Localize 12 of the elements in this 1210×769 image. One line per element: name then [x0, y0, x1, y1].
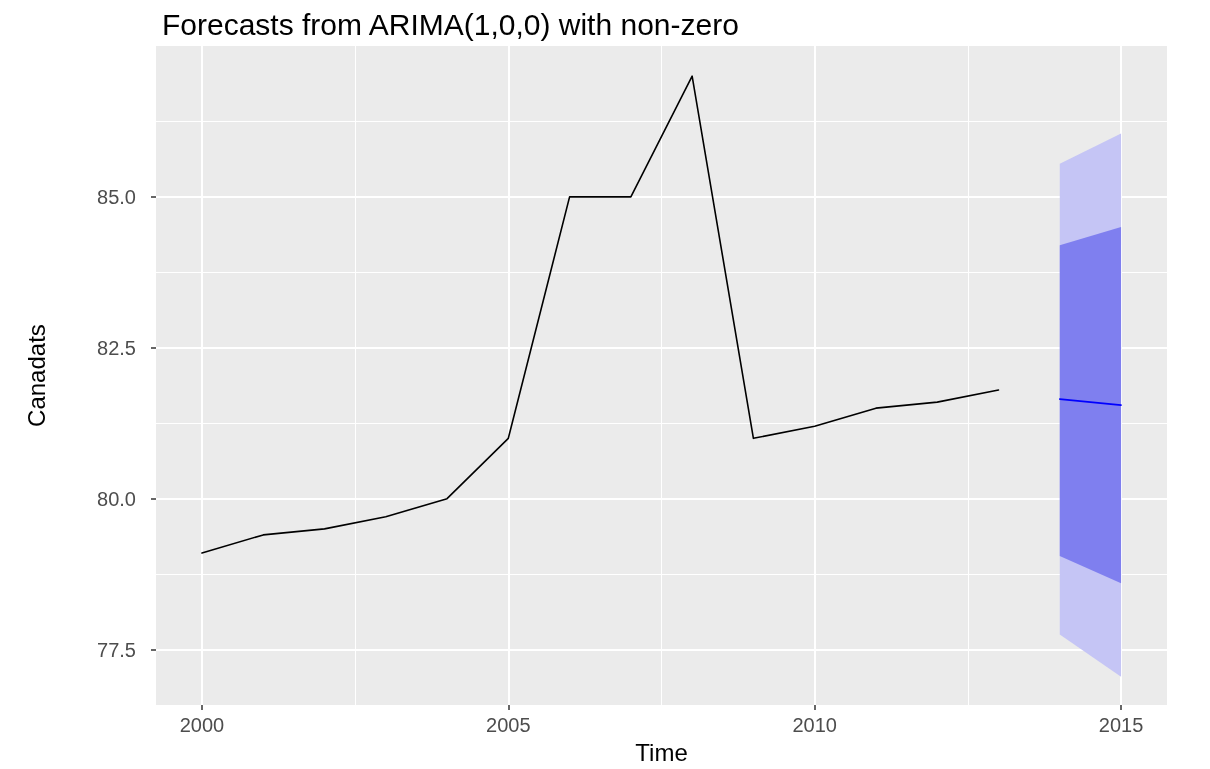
y-tick-label: 85.0	[97, 185, 136, 208]
x-tick-label: 2010	[792, 714, 837, 737]
x-tick-label: 2015	[1098, 714, 1144, 737]
x-tick-label: 2005	[486, 714, 531, 737]
y-tick-label: 80.0	[97, 487, 136, 510]
x-axis-title: Time	[635, 738, 688, 766]
chart-title: Forecasts from ARIMA(1,0,0) with non-zero	[162, 7, 739, 41]
x-tick-label: 2000	[179, 714, 225, 737]
y-axis-title: Canadats	[22, 324, 50, 427]
line-series	[201, 75, 1000, 554]
y-tick-label: 82.5	[97, 336, 136, 359]
y-tick-label: 77.5	[97, 638, 136, 661]
